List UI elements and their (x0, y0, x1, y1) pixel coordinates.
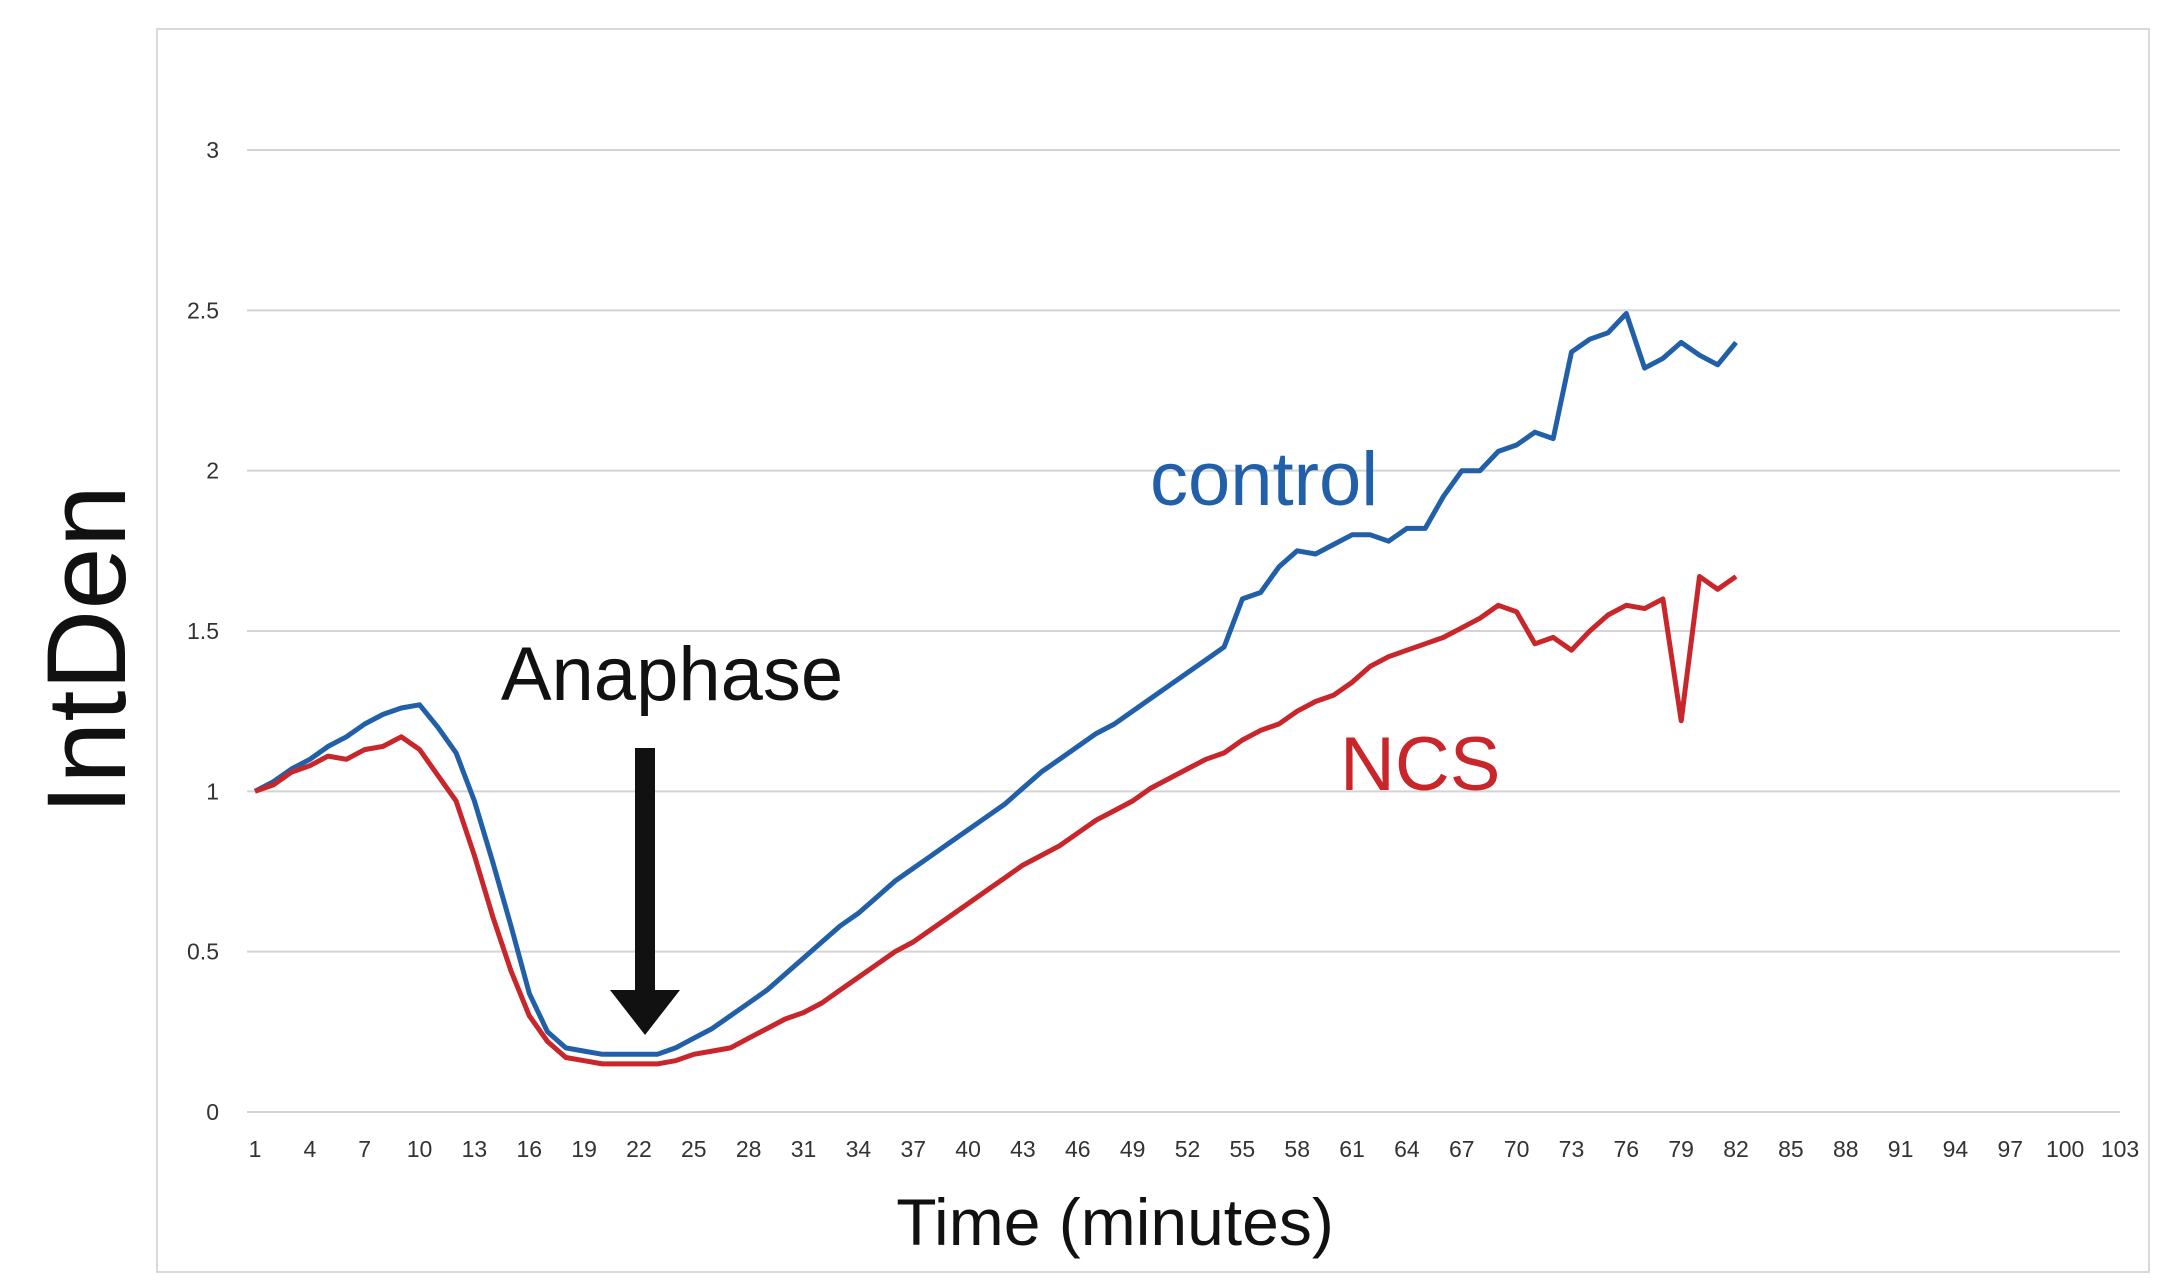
y-tick-labels: 0 0.5 1 1.5 2 2.5 3 (187, 137, 219, 1125)
x-tick-labels: 1 4 7 10 13 16 19 22 25 28 31 34 37 40 43 46 49 52 55 58 61 6… (249, 1136, 2140, 1162)
series-line-control (253, 311, 1738, 1057)
x-tick-label: 49 (1120, 1136, 1146, 1162)
chart-frame (156, 28, 2150, 1273)
ncs-series-label: NCS (1340, 722, 1500, 807)
y-tick-label: 2.5 (187, 297, 219, 323)
x-tick-label: 16 (516, 1136, 542, 1162)
x-tick-label: 58 (1284, 1136, 1310, 1162)
x-tick-label: 7 (358, 1136, 371, 1162)
x-tick-label: 73 (1559, 1136, 1585, 1162)
x-tick-label: 97 (1997, 1136, 2023, 1162)
x-axis-title: Time (minutes) (896, 1185, 1334, 1259)
x-tick-label: 91 (1888, 1136, 1914, 1162)
x-tick-label: 88 (1833, 1136, 1859, 1162)
x-tick-label: 25 (681, 1136, 707, 1162)
x-tick-label: 52 (1175, 1136, 1201, 1162)
x-tick-label: 103 (2101, 1136, 2139, 1162)
x-tick-label: 40 (955, 1136, 981, 1162)
grid-lines (247, 149, 2120, 1113)
x-tick-label: 34 (846, 1136, 872, 1162)
x-tick-label: 1 (249, 1136, 262, 1162)
x-tick-label: 76 (1614, 1136, 1640, 1162)
y-axis-title: IntDen (24, 485, 149, 815)
y-tick-label: 2 (206, 458, 219, 484)
y-tick-label: 1 (206, 778, 219, 804)
series-line-ncs (254, 574, 1738, 1067)
x-tick-label: 46 (1065, 1136, 1091, 1162)
x-tick-label: 85 (1778, 1136, 1804, 1162)
anaphase-arrow-icon (610, 748, 680, 1035)
series-lines (253, 311, 1738, 1067)
x-tick-label: 19 (571, 1136, 597, 1162)
x-tick-label: 94 (1943, 1136, 1969, 1162)
x-tick-label: 61 (1339, 1136, 1365, 1162)
control-series-label: control (1150, 437, 1378, 522)
x-tick-label: 70 (1504, 1136, 1530, 1162)
x-tick-label: 37 (900, 1136, 926, 1162)
x-tick-label: 67 (1449, 1136, 1475, 1162)
anaphase-annotation: Anaphase (501, 632, 843, 717)
x-tick-label: 10 (407, 1136, 433, 1162)
x-tick-label: 4 (303, 1136, 316, 1162)
x-tick-label: 79 (1668, 1136, 1694, 1162)
x-tick-label: 22 (626, 1136, 652, 1162)
x-tick-label: 31 (791, 1136, 817, 1162)
x-tick-label: 100 (2046, 1136, 2084, 1162)
y-tick-label: 3 (206, 137, 219, 163)
y-tick-label: 1.5 (187, 618, 219, 644)
y-tick-label: 0 (206, 1099, 219, 1125)
x-tick-label: 64 (1394, 1136, 1420, 1162)
x-tick-label: 55 (1230, 1136, 1256, 1162)
x-tick-label: 13 (462, 1136, 488, 1162)
x-tick-label: 28 (736, 1136, 762, 1162)
x-tick-label: 43 (1010, 1136, 1036, 1162)
x-tick-label: 82 (1723, 1136, 1749, 1162)
y-tick-label: 0.5 (187, 939, 219, 965)
